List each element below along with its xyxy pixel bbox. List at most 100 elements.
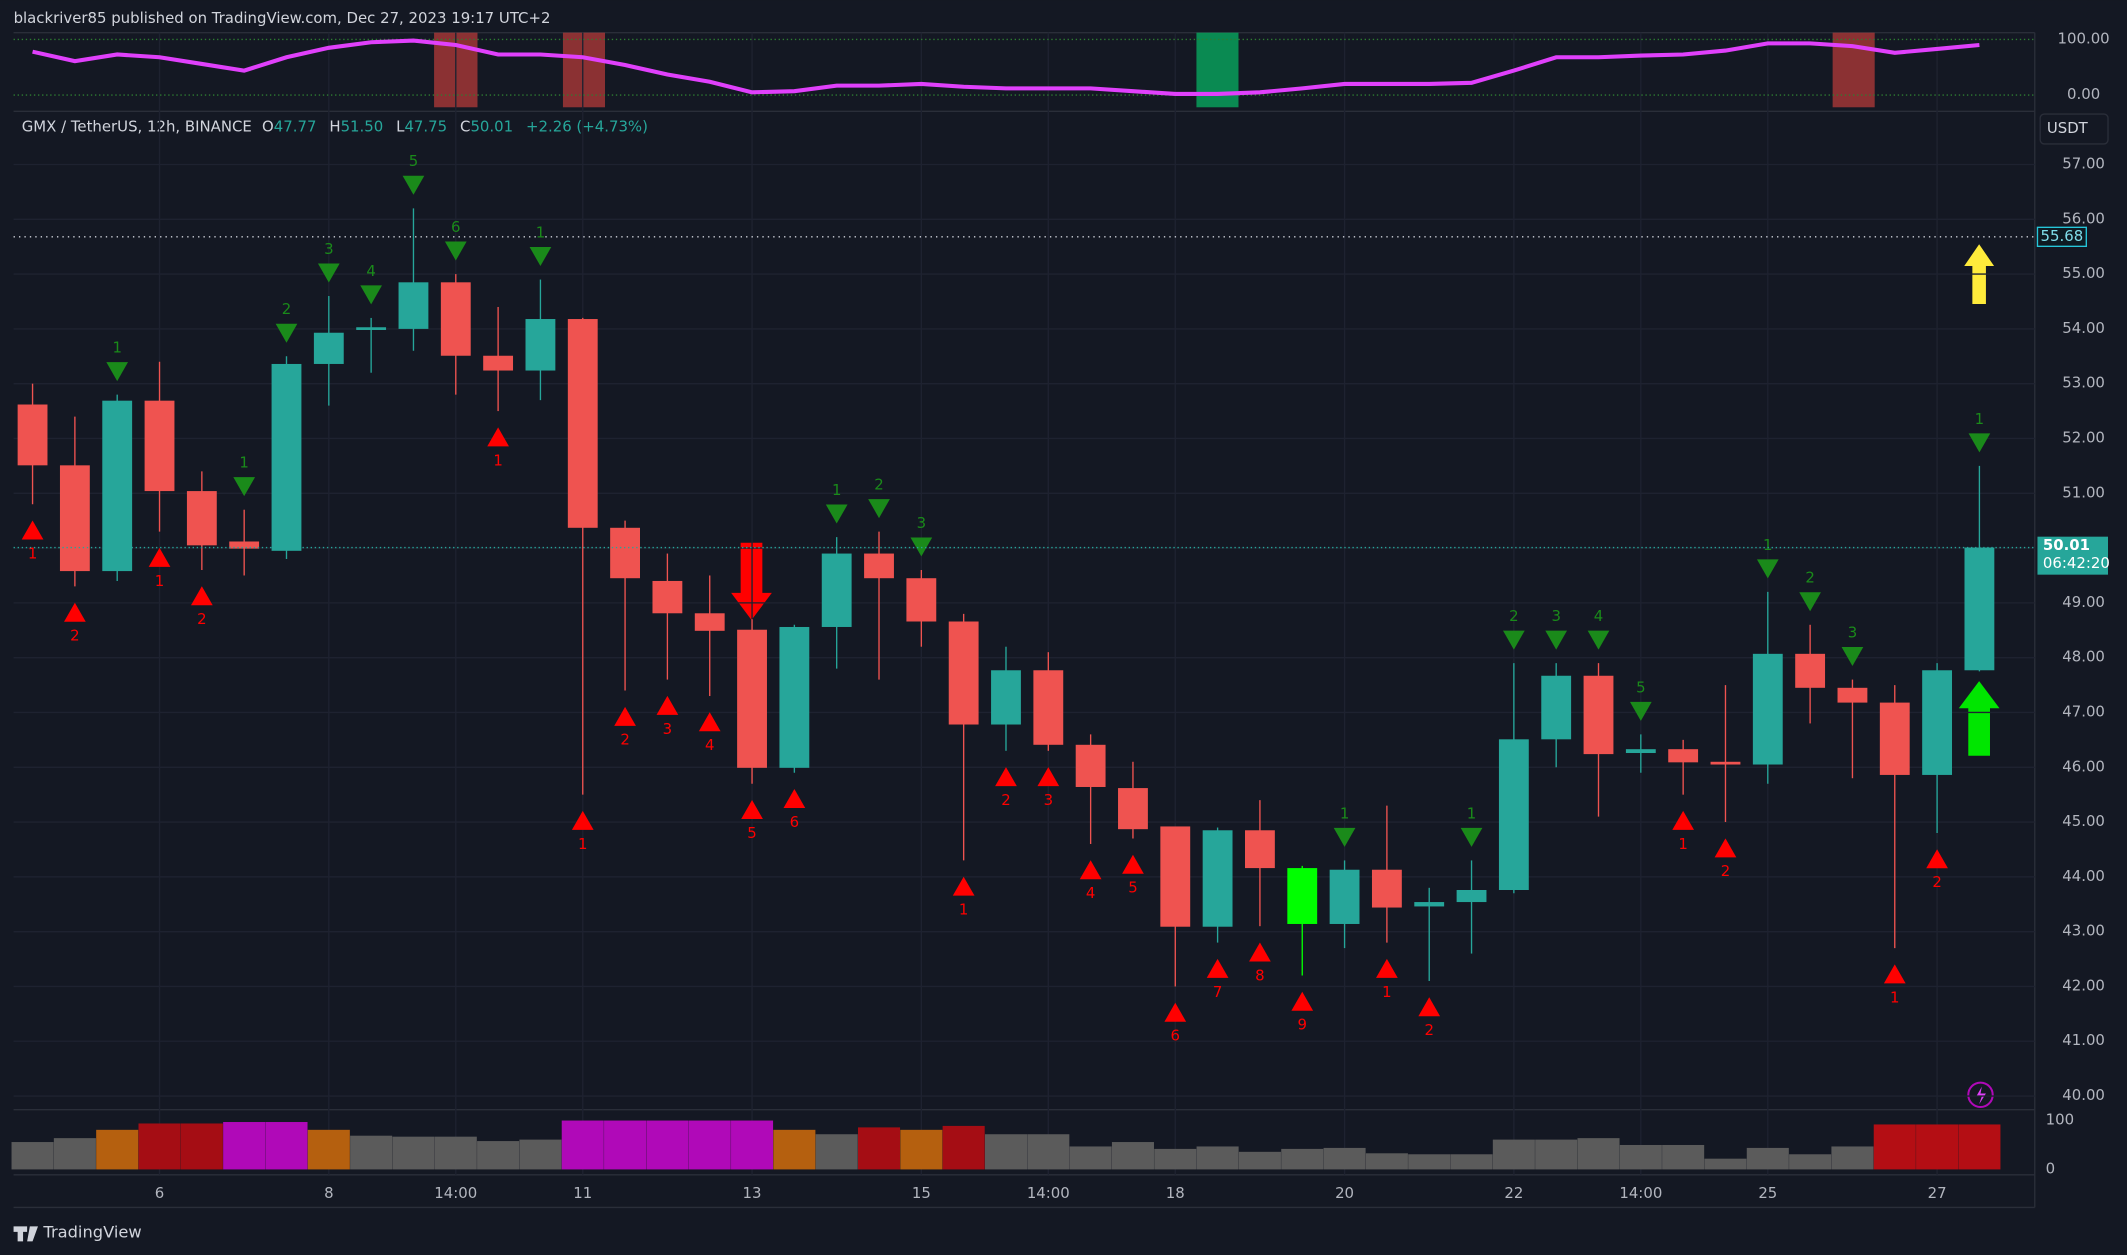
buy-count: 1	[1678, 835, 1687, 853]
volume-bar	[1069, 1146, 1112, 1170]
sell-count: 3	[917, 514, 926, 532]
buy-count: 9	[1298, 1016, 1307, 1034]
buy-marker	[952, 876, 975, 896]
osc-line	[32, 38, 1980, 96]
candle-body	[1964, 547, 1995, 671]
sell-count: 6	[451, 218, 460, 236]
volume-bar	[815, 1134, 858, 1170]
sell-count: 2	[1509, 607, 1518, 625]
alert-icon[interactable]	[1967, 1081, 1994, 1109]
candle-body	[1541, 675, 1572, 740]
last-price-box	[2037, 536, 2109, 575]
candle-body	[864, 553, 894, 579]
signal-box	[1196, 32, 1239, 108]
sell-count: 5	[1636, 678, 1645, 696]
ohlc-key: H	[329, 118, 340, 136]
x-tick-label: 13	[743, 1184, 762, 1202]
buy-count: 2	[197, 610, 206, 628]
volume-bar	[773, 1129, 816, 1170]
x-tick-label: 14:00	[1619, 1184, 1662, 1202]
buy-count: 4	[1086, 884, 1095, 902]
sell-count: 1	[1763, 536, 1772, 554]
candle-body	[398, 282, 429, 329]
volume-bar	[604, 1120, 647, 1170]
buy-count: 7	[1213, 983, 1222, 1001]
x-tick-label: 18	[1166, 1184, 1185, 1202]
osc-tick-label: 0.00	[2067, 85, 2100, 103]
volume-bar	[1408, 1154, 1451, 1170]
volume-bar	[1746, 1147, 1789, 1170]
volume-bar	[688, 1120, 731, 1170]
volume-bar	[1577, 1138, 1620, 1170]
sell-marker	[1503, 630, 1525, 650]
volume-bar	[350, 1135, 393, 1170]
y-tick-label: 42.00	[2062, 976, 2105, 994]
buy-count: 2	[1001, 791, 1010, 809]
candle-body	[1202, 830, 1233, 927]
candle-body	[567, 319, 598, 528]
buy-marker	[698, 712, 721, 732]
volume-bar	[392, 1136, 435, 1170]
buy-marker	[995, 767, 1017, 787]
candle-body	[186, 491, 217, 546]
countdown: 06:42:20	[2043, 554, 2110, 572]
buy-count: 1	[959, 901, 968, 919]
candle-body	[1245, 830, 1275, 869]
candle-body	[440, 282, 471, 356]
x-tick-label: 8	[324, 1184, 333, 1202]
sell-count: 4	[366, 262, 375, 280]
volume-bar	[561, 1120, 604, 1170]
osc-tick-label: 100.00	[2058, 29, 2110, 47]
volume-bar	[1027, 1134, 1070, 1170]
volume-bar	[11, 1142, 54, 1170]
candle-body	[1371, 869, 1402, 908]
candle-body	[779, 626, 810, 768]
sell-count: 1	[1975, 410, 1984, 428]
sell-count: 3	[324, 240, 333, 258]
sell-count: 5	[409, 152, 418, 170]
buy-marker	[1714, 838, 1737, 858]
ohlc-key: C	[460, 118, 470, 136]
y-tick-label: 47.00	[2062, 702, 2105, 720]
sell-count: 1	[1340, 804, 1349, 822]
volume-bar	[1323, 1147, 1366, 1170]
candle-body	[906, 578, 937, 622]
y-tick-label: 53.00	[2062, 374, 2105, 392]
sell-marker	[402, 175, 425, 195]
x-tick-label: 6	[155, 1184, 164, 1202]
candle-body	[1033, 670, 1064, 745]
signal-box	[562, 32, 606, 108]
currency-button[interactable]	[2039, 113, 2109, 145]
volume-bar	[1111, 1142, 1154, 1170]
sell-marker	[106, 362, 129, 382]
buy-marker	[21, 520, 44, 540]
candle-body	[1710, 761, 1741, 765]
price-line-label: 55.68	[2041, 227, 2084, 245]
buy-count: 5	[747, 824, 756, 842]
ohlc-value: 47.77	[274, 118, 317, 136]
candle-body	[1668, 749, 1699, 763]
currency-label[interactable]: USDT	[2047, 119, 2089, 137]
x-tick-label: 14:00	[434, 1184, 477, 1202]
volume-bar	[1873, 1124, 1916, 1170]
candle-body	[1583, 675, 1614, 755]
candle-body	[1287, 868, 1318, 924]
volume-bar	[434, 1136, 477, 1170]
candle-body	[1625, 749, 1656, 754]
buy-count: 2	[70, 627, 79, 645]
buy-count: 1	[28, 544, 37, 562]
candle-body	[694, 613, 725, 631]
candle-body	[1160, 826, 1191, 927]
y-tick-label: 56.00	[2062, 209, 2105, 227]
brand: TradingView	[42, 1223, 141, 1242]
symbol: GMX / TetherUS, 12h, BINANCE	[22, 118, 252, 136]
candle-body	[1795, 653, 1826, 688]
sell-marker	[317, 263, 340, 283]
volume-bar	[984, 1134, 1028, 1170]
volume-bar	[1789, 1154, 1832, 1170]
candle-body	[59, 465, 90, 572]
publish-note: blackriver85 published on TradingView.co…	[14, 9, 551, 27]
volume-bar	[53, 1138, 96, 1170]
volume-bar	[1492, 1139, 1535, 1170]
